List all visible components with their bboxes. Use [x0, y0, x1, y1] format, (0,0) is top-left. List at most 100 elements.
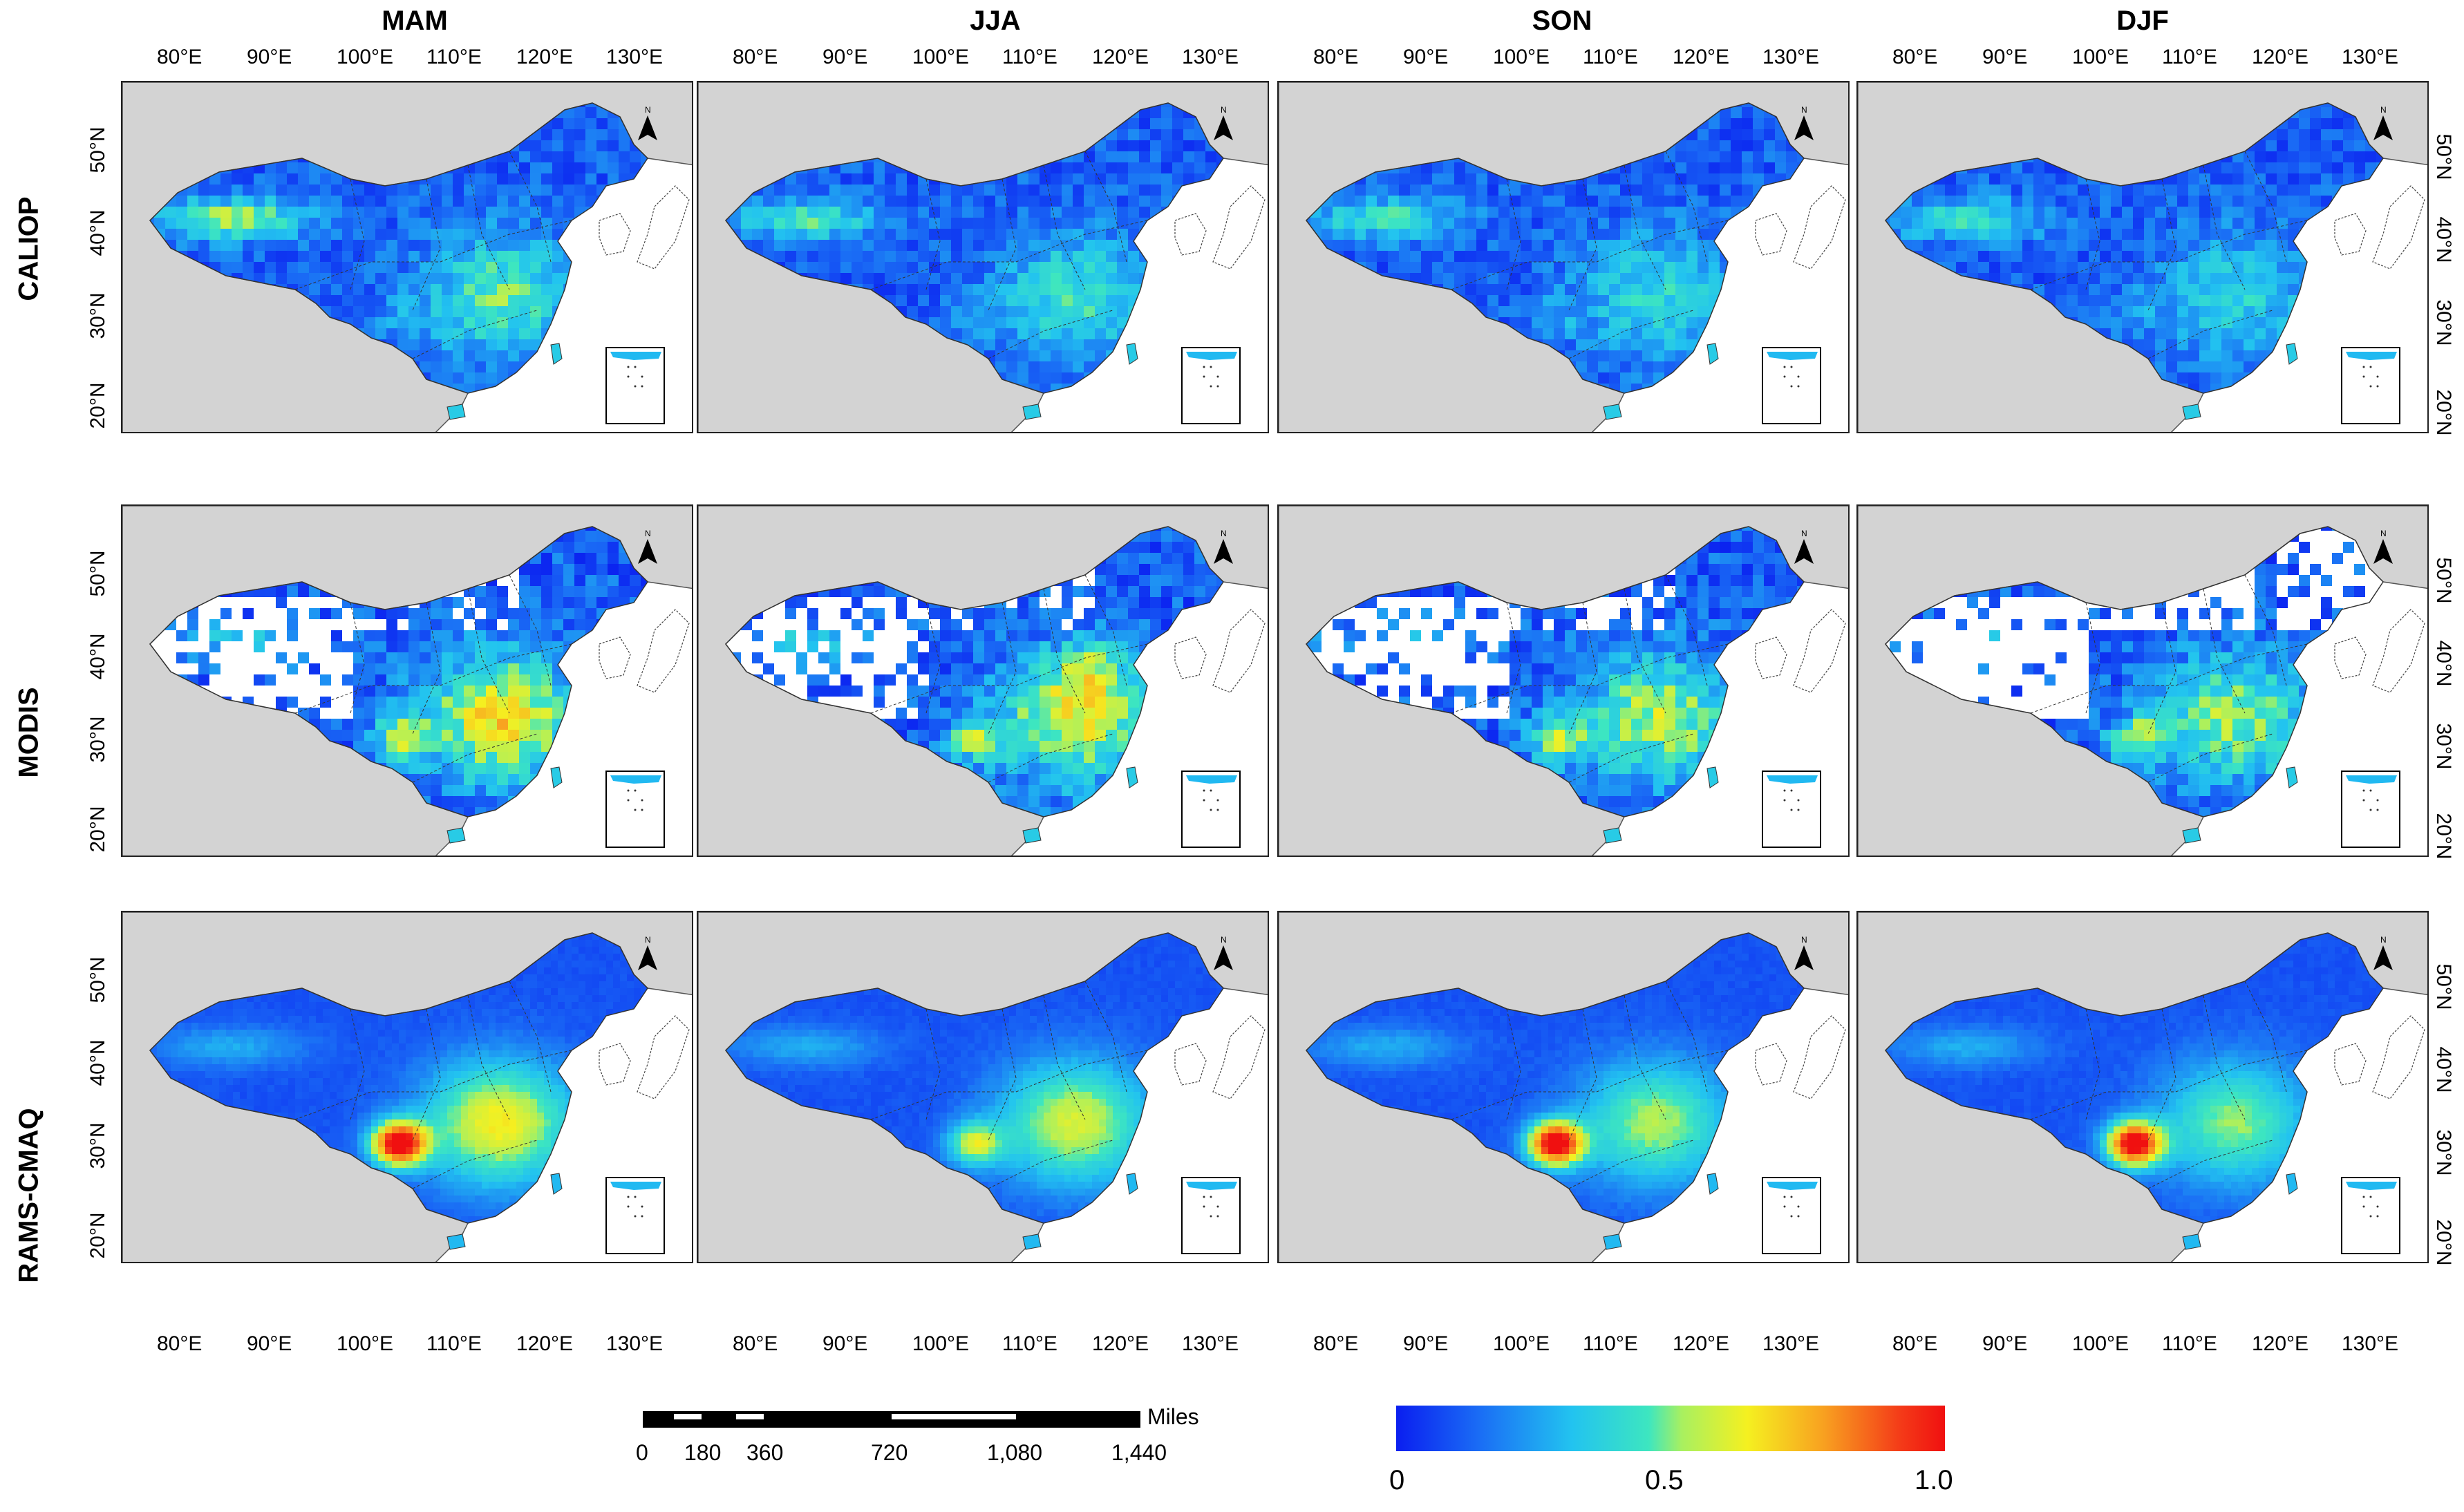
colorbar-gradient — [1396, 1406, 1945, 1451]
map-panel-caliop-mam: N — [121, 81, 693, 433]
korea-outline — [2334, 213, 2367, 256]
north-arrow-icon: N — [1214, 935, 1233, 970]
map-svg: N — [1279, 506, 1848, 856]
korea-outline — [1174, 1043, 1207, 1086]
province-boundaries — [2030, 151, 2308, 359]
lat-tick-right-row0-2: 30°N — [2432, 299, 2455, 346]
top-lon-tick-col1-5: 130°E — [1182, 46, 1239, 69]
top-lon-tick-col0-3: 110°E — [426, 46, 482, 69]
china-outline — [1885, 526, 2384, 818]
top-lon-tick-col0-2: 100°E — [337, 46, 393, 69]
korea-outline — [1755, 636, 1787, 679]
hainan-island — [446, 404, 466, 420]
korea-outline — [2334, 1043, 2367, 1086]
hainan-island — [2182, 827, 2201, 844]
north-arrow-icon: N — [1214, 529, 1233, 564]
bottom-lon-tick-col0-0: 80°E — [157, 1332, 202, 1356]
taiwan-island — [1126, 766, 1138, 788]
north-arrow-icon: N — [638, 529, 657, 564]
lat-tick-right-row0-1: 40°N — [2432, 216, 2455, 263]
scale-label-0: 0 — [636, 1440, 648, 1466]
bottom-lon-tick-col1-2: 100°E — [912, 1332, 969, 1356]
lat-tick-right-row2-0: 50°N — [2432, 963, 2455, 1010]
taiwan-island — [2286, 1173, 2298, 1195]
map-svg: N — [1279, 82, 1848, 432]
bottom-lon-tick-col1-5: 130°E — [1182, 1332, 1239, 1356]
lat-tick-left-row2-3: 20°N — [86, 1212, 110, 1258]
north-arrow-label: N — [1221, 529, 1227, 538]
province-boundaries — [294, 981, 572, 1189]
bottom-lon-tick-col0-3: 110°E — [426, 1332, 482, 1356]
taiwan-island — [1126, 1173, 1138, 1195]
korea-outline — [1755, 213, 1787, 256]
map-svg: N — [1858, 506, 2427, 856]
bottom-lon-tick-col2-3: 110°E — [1583, 1332, 1638, 1356]
lat-tick-left-row1-1: 40°N — [86, 633, 110, 679]
top-lon-tick-col1-0: 80°E — [733, 46, 778, 69]
scale-label-720: 720 — [871, 1440, 907, 1466]
hainan-island — [2182, 404, 2201, 420]
taiwan-island — [550, 343, 563, 365]
korea-outline — [599, 1043, 631, 1086]
north-arrow-label: N — [1801, 935, 1807, 945]
japan-outline — [1793, 1015, 1846, 1099]
province-boundaries — [870, 574, 1148, 783]
province-boundaries — [2030, 574, 2308, 783]
lat-tick-right-row0-3: 20°N — [2432, 389, 2455, 435]
lat-tick-right-row2-2: 30°N — [2432, 1129, 2455, 1175]
taiwan-island — [1706, 343, 1719, 365]
north-arrow-label: N — [1801, 529, 1807, 538]
season-title-djf: DJF — [2039, 6, 2246, 37]
province-boundaries — [870, 981, 1148, 1189]
north-arrow-icon: N — [638, 935, 657, 970]
map-panel-caliop-son: N — [1277, 81, 1850, 433]
top-lon-tick-col2-0: 80°E — [1313, 46, 1358, 69]
china-outline — [149, 102, 648, 394]
province-boundaries — [870, 151, 1148, 359]
map-panel-modis-son: N — [1277, 504, 1850, 857]
province-boundaries — [294, 151, 572, 359]
bottom-lon-tick-col2-4: 120°E — [1673, 1332, 1729, 1356]
map-panel-rams-cmaq-son: N — [1277, 911, 1850, 1263]
japan-outline — [637, 185, 690, 270]
south-china-sea-inset — [2341, 347, 2400, 424]
japan-outline — [1793, 609, 1846, 693]
bottom-lon-tick-col0-1: 90°E — [247, 1332, 292, 1356]
map-svg: N — [1858, 82, 2427, 432]
colorbar-label-0: 0 — [1389, 1465, 1404, 1496]
south-china-sea-inset — [1181, 347, 1241, 424]
lat-tick-left-row2-2: 30°N — [86, 1122, 110, 1169]
map-svg: N — [1279, 912, 1848, 1262]
hainan-island — [1022, 1234, 1042, 1250]
bottom-lon-tick-col3-3: 110°E — [2162, 1332, 2217, 1356]
japan-outline — [2372, 185, 2425, 270]
row-label-modis: MODIS — [14, 687, 45, 777]
north-arrow-icon: N — [1794, 105, 1814, 140]
japan-outline — [1212, 1015, 1266, 1099]
bottom-lon-tick-col3-5: 130°E — [2342, 1332, 2398, 1356]
south-china-sea-inset — [2341, 771, 2400, 848]
lat-tick-left-row0-0: 50°N — [86, 126, 110, 173]
map-panel-rams-cmaq-jja: N — [697, 911, 1269, 1263]
japan-outline — [2372, 609, 2425, 693]
top-lon-tick-col2-3: 110°E — [1583, 46, 1638, 69]
top-lon-tick-col2-1: 90°E — [1403, 46, 1448, 69]
lat-tick-right-row1-2: 30°N — [2432, 723, 2455, 769]
japan-outline — [1212, 609, 1266, 693]
top-lon-tick-col3-0: 80°E — [1892, 46, 1937, 69]
china-outline — [725, 102, 1224, 394]
south-china-sea-inset — [1762, 771, 1821, 848]
bottom-lon-tick-col3-2: 100°E — [2072, 1332, 2129, 1356]
north-arrow-icon: N — [638, 105, 657, 140]
hainan-island — [446, 1234, 466, 1250]
scale-label-180: 180 — [684, 1440, 721, 1466]
top-lon-tick-col1-1: 90°E — [822, 46, 867, 69]
china-outline — [1885, 102, 2384, 394]
south-china-sea-inset — [1762, 347, 1821, 424]
top-lon-tick-col0-4: 120°E — [516, 46, 573, 69]
north-arrow-label: N — [2380, 105, 2387, 115]
bottom-lon-tick-col1-1: 90°E — [822, 1332, 867, 1356]
china-outline — [149, 932, 648, 1224]
map-panel-modis-mam: N — [121, 504, 693, 857]
hainan-island — [1603, 404, 1622, 420]
